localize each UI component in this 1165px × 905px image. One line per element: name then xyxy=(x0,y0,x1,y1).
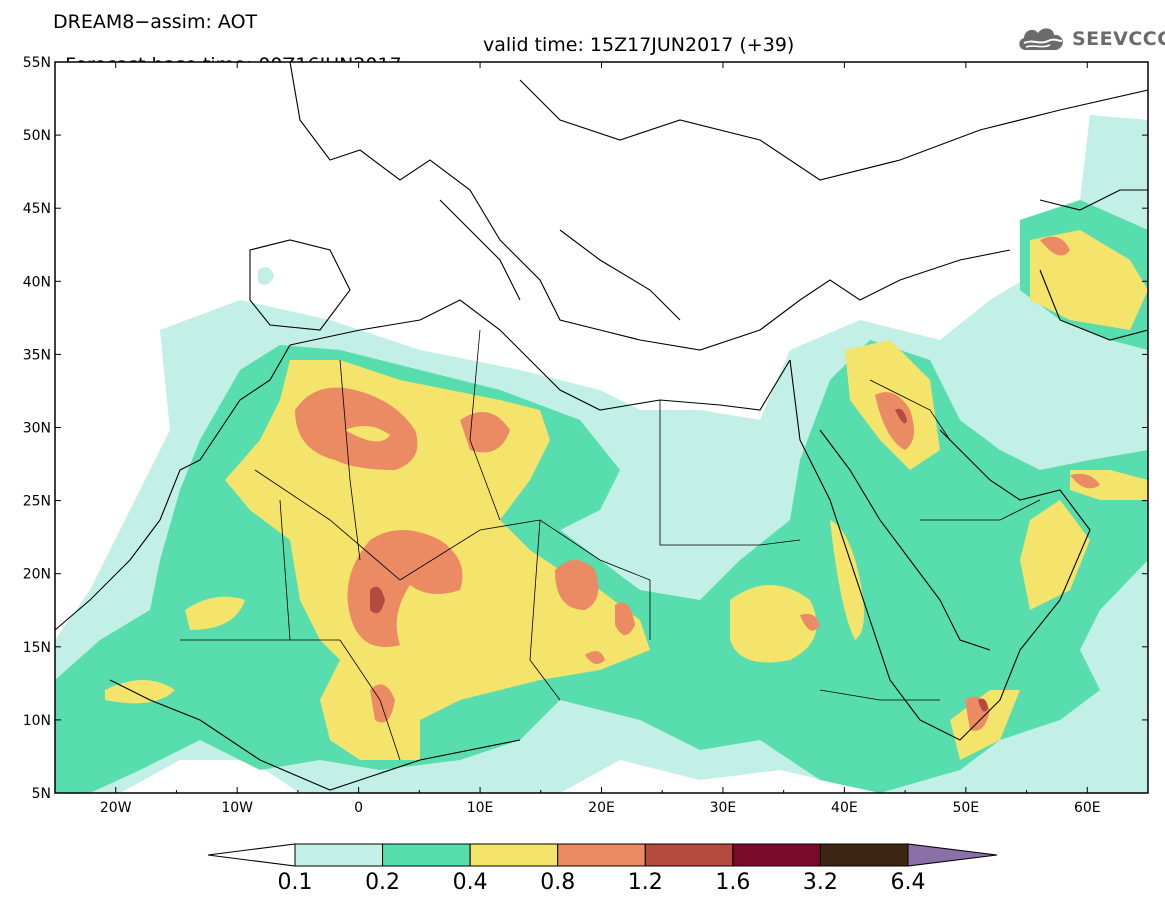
colorbar-level-label: 0.4 xyxy=(452,870,488,895)
aot-band-1-2 xyxy=(370,408,988,712)
colorbar-segment xyxy=(644,843,734,867)
lat-tick-label: 20N xyxy=(23,567,51,583)
colorbar-level-label: 0.8 xyxy=(540,870,576,895)
lon-tick-label: 20E xyxy=(588,800,615,816)
lat-tick-label: 35N xyxy=(23,347,51,363)
lat-tick-label: 45N xyxy=(23,201,51,217)
colorbar xyxy=(207,843,998,867)
colorbar-segment xyxy=(732,843,821,867)
colorbar-level-label: 6.4 xyxy=(890,870,926,895)
colorbar-segment xyxy=(819,843,909,867)
lon-tick-label: 20W xyxy=(100,800,132,816)
lat-tick-label: 30N xyxy=(23,421,51,437)
lat-tick-label: 50N xyxy=(23,128,51,144)
colorbar-high-arrow xyxy=(907,843,998,867)
lon-tick-label: 30E xyxy=(710,800,737,816)
colorbar-level-label: 1.2 xyxy=(627,870,663,895)
valid-time-label: valid time: 15Z17JUN2017 (+39) xyxy=(483,34,795,56)
colorbar-level-label: 0.2 xyxy=(365,870,401,895)
colorbar-segment xyxy=(294,843,384,867)
colorbar-level-label: 0.1 xyxy=(277,870,313,895)
lat-tick-label: 15N xyxy=(23,640,51,656)
lon-tick-label: 0 xyxy=(354,800,363,816)
lon-tick-label: 10E xyxy=(467,800,494,816)
coastlines xyxy=(54,61,1149,791)
colorbar-segment xyxy=(469,843,559,867)
longitude-axis: 20W 10W 0 10E 20E 30E 40E 50E 60E xyxy=(54,62,1149,816)
seevccc-logo: SEEVCCC xyxy=(1016,22,1165,56)
country-borders xyxy=(180,329,1041,761)
lon-tick-label: 50E xyxy=(952,800,979,816)
lat-tick-label: 10N xyxy=(23,713,51,729)
logo-text: SEEVCCC xyxy=(1072,28,1165,50)
map-title: DREAM8−assim: AOT xyxy=(53,11,258,33)
lon-tick-label: 10W xyxy=(221,800,253,816)
colorbar-level-label: 1.6 xyxy=(715,870,751,895)
lat-tick-label: 40N xyxy=(23,274,51,290)
colorbar-segment xyxy=(382,843,471,867)
latitude-axis: 55N 50N 45N 40N 35N 30N 25N 20N 15N 10N 5N xyxy=(23,55,1148,802)
aot-fields xyxy=(55,115,1148,793)
lat-tick-label: 55N xyxy=(23,55,51,71)
colorbar-level-label: 3.2 xyxy=(802,870,838,895)
lon-tick-label: 60E xyxy=(1074,800,1101,816)
lat-tick-label: 25N xyxy=(23,494,51,510)
lon-tick-label: 40E xyxy=(831,800,858,816)
lat-tick-label: 5N xyxy=(32,786,51,802)
colorbar-low-arrow xyxy=(207,843,296,867)
cloud-logo-icon xyxy=(1019,28,1063,50)
colorbar-segment xyxy=(557,843,646,867)
